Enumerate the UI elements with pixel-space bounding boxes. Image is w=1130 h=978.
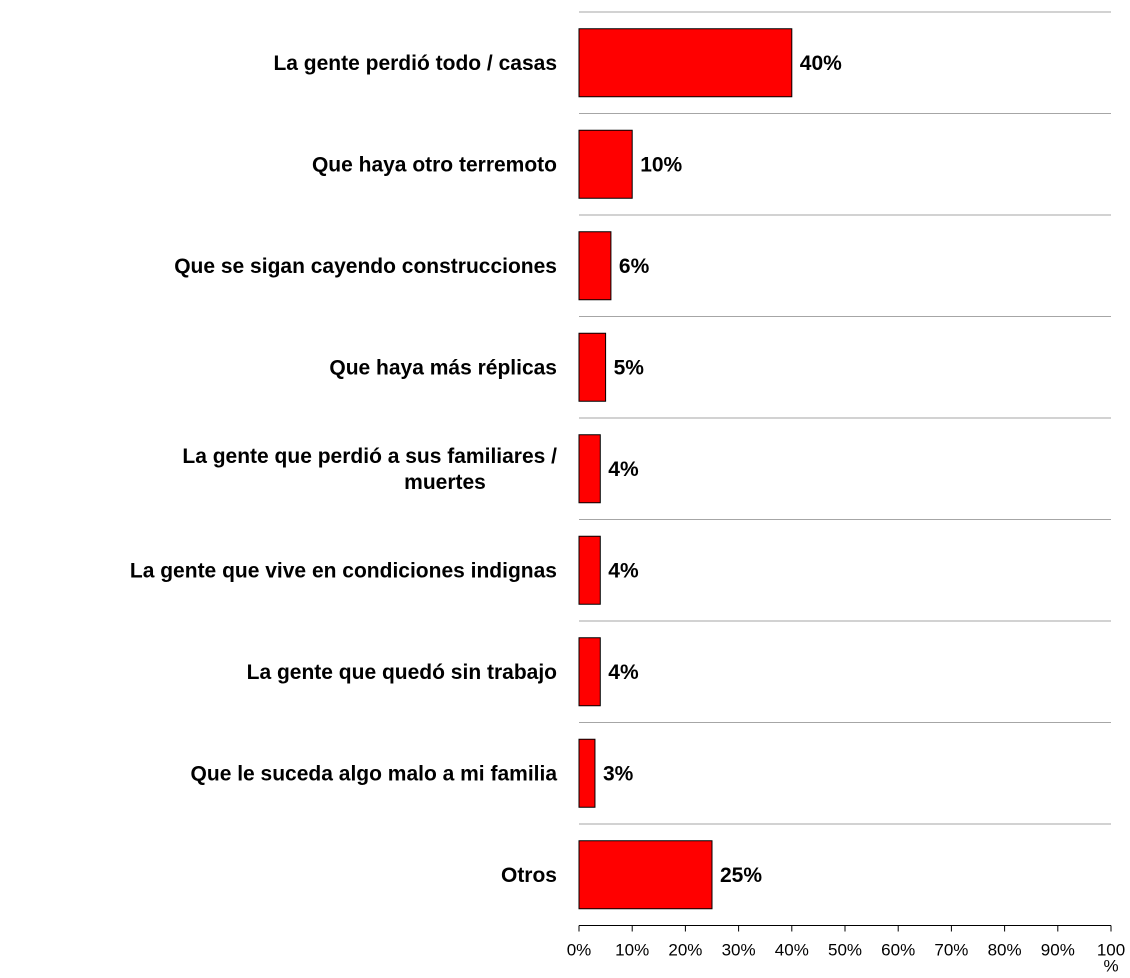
- x-tick-label-part: 50%: [828, 941, 862, 960]
- x-tick-label: 10%: [615, 941, 649, 960]
- category-label: Que se sigan cayendo construcciones: [174, 255, 557, 278]
- value-label: 4%: [608, 661, 639, 684]
- value-label: 10%: [640, 153, 682, 176]
- x-tick-label: 20%: [668, 941, 702, 960]
- category-label-line: Que le suceda algo malo a mi familia: [191, 762, 558, 785]
- x-tick-label: 50%: [828, 941, 862, 960]
- category-label-line: Que haya otro terremoto: [312, 153, 557, 176]
- category-label-line: Otros: [501, 864, 557, 887]
- x-tick-label-part: %: [1103, 957, 1118, 976]
- x-tick-label: 70%: [934, 941, 968, 960]
- value-axis: [578, 925, 1112, 932]
- bar: [578, 637, 601, 707]
- category-label-line: muertes: [404, 471, 486, 494]
- value-label: 3%: [603, 762, 634, 785]
- category-label: La gente que perdió a sus familiares / mu…: [182, 445, 557, 494]
- bar: [578, 434, 601, 504]
- x-tick-label-part: 20%: [668, 941, 702, 960]
- x-tick-label: 100%: [1097, 941, 1125, 976]
- category-label-line: La gente que quedó sin trabajo: [247, 661, 557, 684]
- x-tick-label-part: 70%: [934, 941, 968, 960]
- x-tick-label-part: 10%: [615, 941, 649, 960]
- x-tick-label-part: 60%: [881, 941, 915, 960]
- category-labels: La gente perdió todo / casas Que haya otr…: [130, 52, 557, 887]
- category-label: Que haya otro terremoto: [312, 153, 557, 176]
- category-label: La gente perdió todo / casas: [273, 52, 557, 75]
- bar: [578, 231, 612, 301]
- x-tick-label-part: 40%: [775, 941, 809, 960]
- category-label: Otros: [501, 864, 557, 887]
- x-tick-label-part: 0%: [567, 941, 592, 960]
- bar: [578, 28, 793, 98]
- category-label-line: La gente que vive en condiciones indigna…: [130, 559, 557, 582]
- bar: [578, 129, 633, 199]
- x-tick-label: 60%: [881, 941, 915, 960]
- value-labels: 40% 10% 6% 5% 4% 4% 4% 3% 25%: [603, 52, 842, 887]
- x-tick-label-part: 90%: [1041, 941, 1075, 960]
- bar: [578, 840, 713, 910]
- category-label-line: La gente perdió todo / casas: [273, 52, 557, 75]
- value-label: 6%: [619, 255, 650, 278]
- tick-labels: 0% 10% 20% 30% 40% 50% 60% 70% 80% 90% 100%: [567, 941, 1125, 976]
- value-label: 40%: [800, 52, 842, 75]
- x-tick-label: 90%: [1041, 941, 1075, 960]
- value-label: 4%: [608, 559, 639, 582]
- bars: [578, 28, 793, 910]
- category-label: Que le suceda algo malo a mi familia: [191, 762, 558, 785]
- category-label-line: Que se sigan cayendo construcciones: [174, 255, 557, 278]
- x-tick-label-part: 30%: [722, 941, 756, 960]
- bar: [578, 535, 601, 605]
- value-label: 4%: [608, 458, 639, 481]
- x-tick-label-part: 80%: [988, 941, 1022, 960]
- value-label: 5%: [614, 356, 645, 379]
- bar: [578, 738, 596, 808]
- bar: [578, 332, 607, 402]
- category-label-line: La gente que perdió a sus familiares /: [182, 445, 557, 468]
- category-label: Que haya más réplicas: [329, 356, 557, 379]
- x-tick-label: 80%: [988, 941, 1022, 960]
- category-label: La gente que quedó sin trabajo: [247, 661, 557, 684]
- value-label: 25%: [720, 864, 762, 887]
- x-tick-label: 0%: [567, 941, 592, 960]
- x-tick-label: 40%: [775, 941, 809, 960]
- category-label-line: Que haya más réplicas: [329, 356, 557, 379]
- category-label: La gente que vive en condiciones indigna…: [130, 559, 557, 582]
- x-tick-label: 30%: [722, 941, 756, 960]
- category-separators: [579, 11, 1111, 926]
- x-tick-label-part: 100: [1097, 941, 1125, 960]
